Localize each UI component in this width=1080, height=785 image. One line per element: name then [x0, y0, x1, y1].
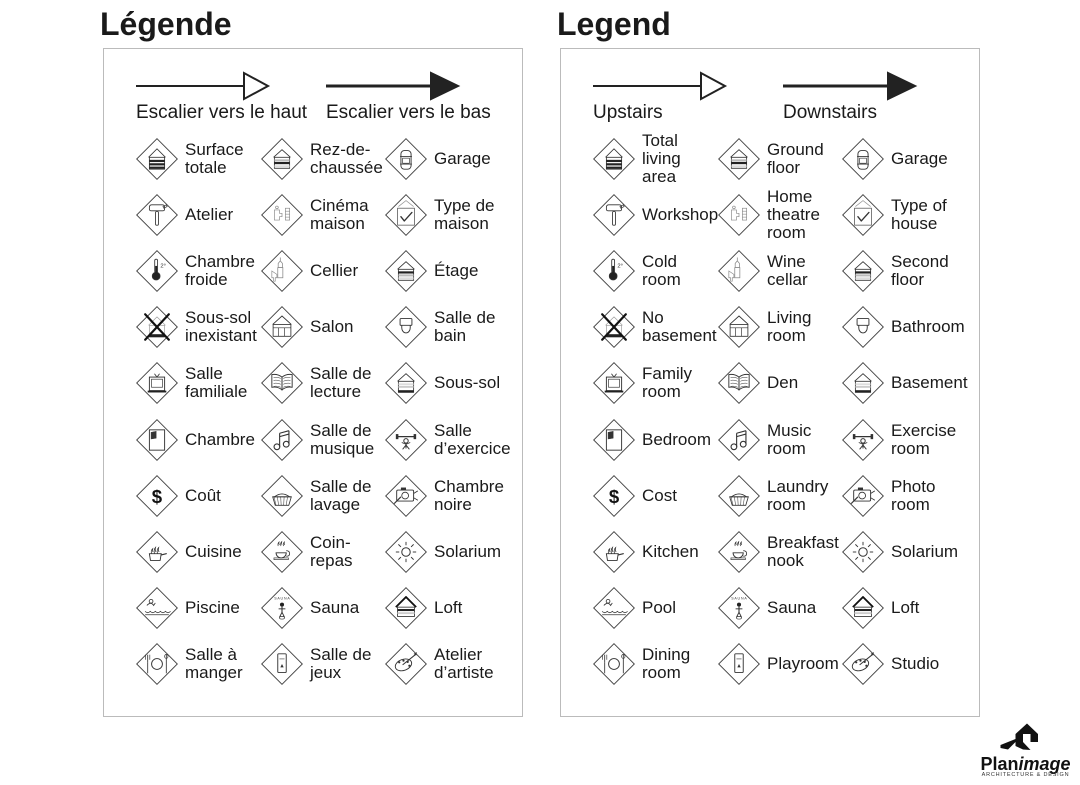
svg-text:$: $	[609, 485, 620, 506]
svg-text:S A U N A: S A U N A	[274, 596, 290, 600]
svg-text:$: $	[152, 485, 163, 506]
svg-text:2°: 2°	[617, 264, 623, 270]
svg-text:S A U N A: S A U N A	[731, 596, 747, 600]
svg-text:2°: 2°	[160, 264, 166, 270]
